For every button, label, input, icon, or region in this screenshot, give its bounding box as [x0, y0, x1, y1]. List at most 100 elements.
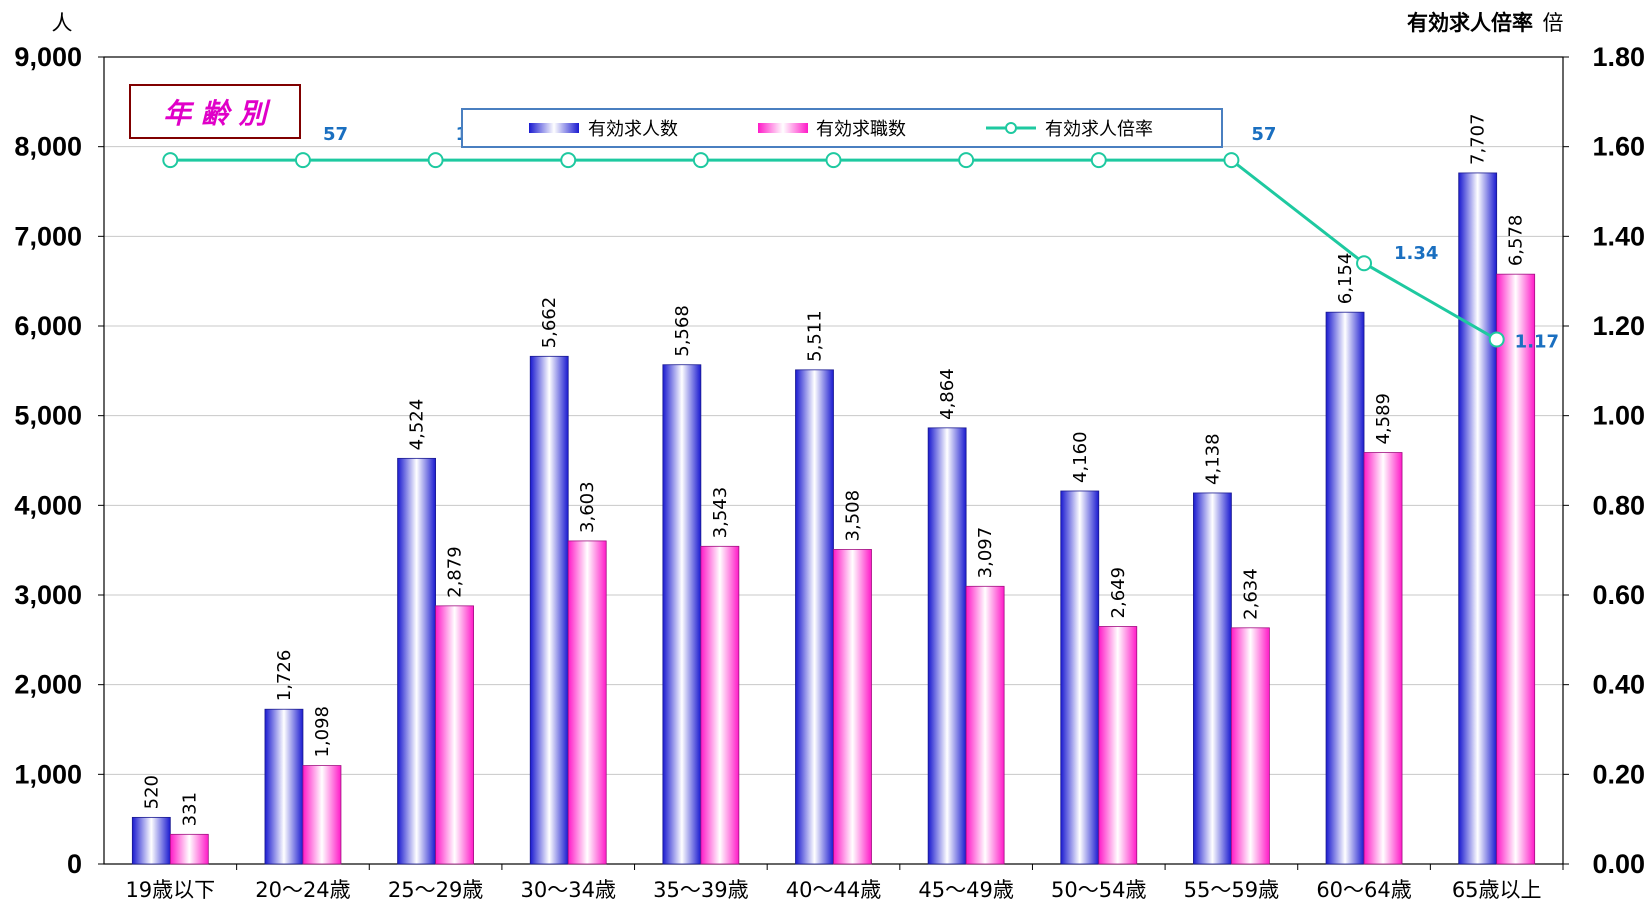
left-tick-label: 5,000 [14, 401, 82, 431]
left-tick-label: 2,000 [14, 670, 82, 700]
bar-value-label: 331 [179, 792, 200, 826]
chart-title-frame [129, 84, 301, 139]
category-label: 25～29歳 [388, 878, 483, 902]
right-tick-label: 1.80 [1592, 42, 1645, 72]
ratio-value-label: 1.17 [1515, 331, 1559, 352]
bar-value-label: 2,634 [1240, 568, 1261, 620]
category-label: 50～54歳 [1051, 878, 1146, 902]
bar-yuko-kyujinsu [264, 708, 304, 865]
ratio-marker [958, 152, 975, 169]
ratio-marker [560, 152, 577, 169]
left-tick-label: 1,000 [14, 759, 82, 789]
bar-value-label: 2,879 [445, 546, 466, 598]
bar-yuko-kyujinsu [131, 816, 171, 865]
bar-yuko-kyushokusu [700, 545, 740, 865]
bar-yuko-kyujinsu [1193, 492, 1232, 865]
ratio-value-label: 57 [1251, 124, 1276, 145]
bar-value-label: 3,097 [975, 527, 996, 579]
category-label: 19歳以下 [125, 878, 215, 902]
bar-yuko-kyushokusu [1496, 273, 1536, 865]
bar-yuko-kyushokusu [833, 549, 872, 865]
right-axis-unit-label: 倍 [1543, 11, 1564, 35]
ratio-marker [692, 152, 709, 169]
left-tick-label: 4,000 [14, 490, 82, 520]
left-tick-label: 7,000 [14, 221, 82, 251]
category-label: 35～39歳 [653, 878, 748, 902]
legend-label-bar1: 有効求人数 [588, 119, 678, 140]
ratio-marker [825, 152, 842, 169]
bar-value-label: 1,098 [312, 706, 333, 758]
bar-value-label: 5,662 [539, 297, 560, 349]
legend: 有効求人数 有効求職数 有効求人倍率 [461, 108, 1223, 148]
ratio-marker [1488, 331, 1505, 348]
bar-value-label: 4,524 [407, 399, 428, 451]
bar-yuko-kyujinsu [795, 369, 834, 865]
ratio-marker [1090, 152, 1107, 169]
left-tick-label: 6,000 [14, 311, 82, 341]
bar-value-label: 7,707 [1468, 113, 1489, 165]
category-label: 60～64歳 [1316, 878, 1411, 902]
ratio-line [162, 152, 1505, 348]
ratio-line-path [170, 158, 1498, 341]
legend-label-bar2: 有効求職数 [816, 119, 906, 140]
bar-yuko-kyushokusu [1363, 452, 1403, 865]
category-label: 65歳以上 [1452, 878, 1542, 902]
legend-swatch-marker [1005, 122, 1017, 134]
right-tick-label: 1.60 [1592, 132, 1645, 162]
bar-yuko-kyujinsu [397, 457, 436, 865]
ratio-marker [294, 152, 311, 169]
right-tick-label: 0.80 [1592, 490, 1645, 520]
bar-value-label: 4,589 [1373, 393, 1394, 445]
chart-title: 年 齢 別 [163, 97, 270, 130]
right-tick-label: 0.40 [1592, 670, 1645, 700]
ratio-marker [427, 152, 444, 169]
bar-yuko-kyushokusu [1231, 627, 1270, 865]
bar-value-label: 3,543 [710, 487, 731, 539]
left-tick-label: 0 [67, 849, 82, 879]
category-label: 40～44歳 [786, 878, 881, 902]
left-tick-label: 9,000 [14, 42, 82, 72]
bar-value-label: 1,726 [274, 650, 295, 702]
category-label: 45～49歳 [918, 878, 1013, 902]
bar-yuko-kyushokusu [1098, 626, 1138, 865]
bar-yuko-kyujinsu [1060, 490, 1100, 865]
right-axis-title: 有効求人倍率 [1407, 11, 1533, 35]
legend-swatch-bar1 [529, 123, 579, 133]
bar-value-label: 6,578 [1506, 215, 1527, 267]
category-label: 30～34歳 [521, 878, 616, 902]
ratio-marker [1356, 255, 1373, 272]
bar-value-label: 5,511 [805, 310, 826, 362]
category-label: 55～59歳 [1184, 878, 1279, 902]
bar-value-label: 5,568 [672, 305, 693, 357]
axes: 0 1,000 2,000 3,000 4,000 5,000 6,000 7,000 8,00… [14, 42, 1645, 902]
legend-swatch-bar2 [758, 123, 808, 133]
ratio-marker [162, 152, 179, 169]
right-tick-label: 1.40 [1592, 221, 1645, 251]
data-labels: 520 331 1,726 1,098 4,524 2,879 5,662 3,603 5,56… [141, 113, 1559, 826]
bar-value-label: 4,138 [1202, 433, 1223, 485]
ratio-value-label: 1.34 [1394, 243, 1438, 264]
right-tick-label: 1.20 [1592, 311, 1645, 341]
bar-value-label: 6,154 [1335, 253, 1356, 305]
right-tick-label: 1.00 [1592, 401, 1645, 431]
bar-value-label: 4,864 [937, 368, 958, 420]
bar-yuko-kyushokusu [302, 765, 342, 865]
right-tick-label: 0.20 [1592, 759, 1645, 789]
category-label: 20～24歳 [255, 878, 350, 902]
bar-yuko-kyujinsu [1325, 311, 1365, 865]
left-tick-label: 3,000 [14, 580, 82, 610]
legend-frame [461, 108, 1223, 148]
bar-yuko-kyujinsu [927, 427, 967, 865]
right-tick-label: 0.00 [1592, 849, 1645, 879]
bar-yuko-kyushokusu [169, 833, 209, 865]
bar-yuko-kyujinsu [662, 364, 702, 865]
bar-value-label: 2,649 [1108, 567, 1129, 619]
bar-value-label: 4,160 [1070, 431, 1091, 483]
right-tick-label: 0.60 [1592, 580, 1645, 610]
bar-value-label: 3,603 [577, 481, 598, 533]
left-axis-unit-label: 人 [52, 11, 73, 35]
bar-yuko-kyujinsu [529, 355, 569, 865]
ratio-value-label: 57 [323, 124, 348, 145]
bar-value-label: 520 [141, 775, 162, 809]
